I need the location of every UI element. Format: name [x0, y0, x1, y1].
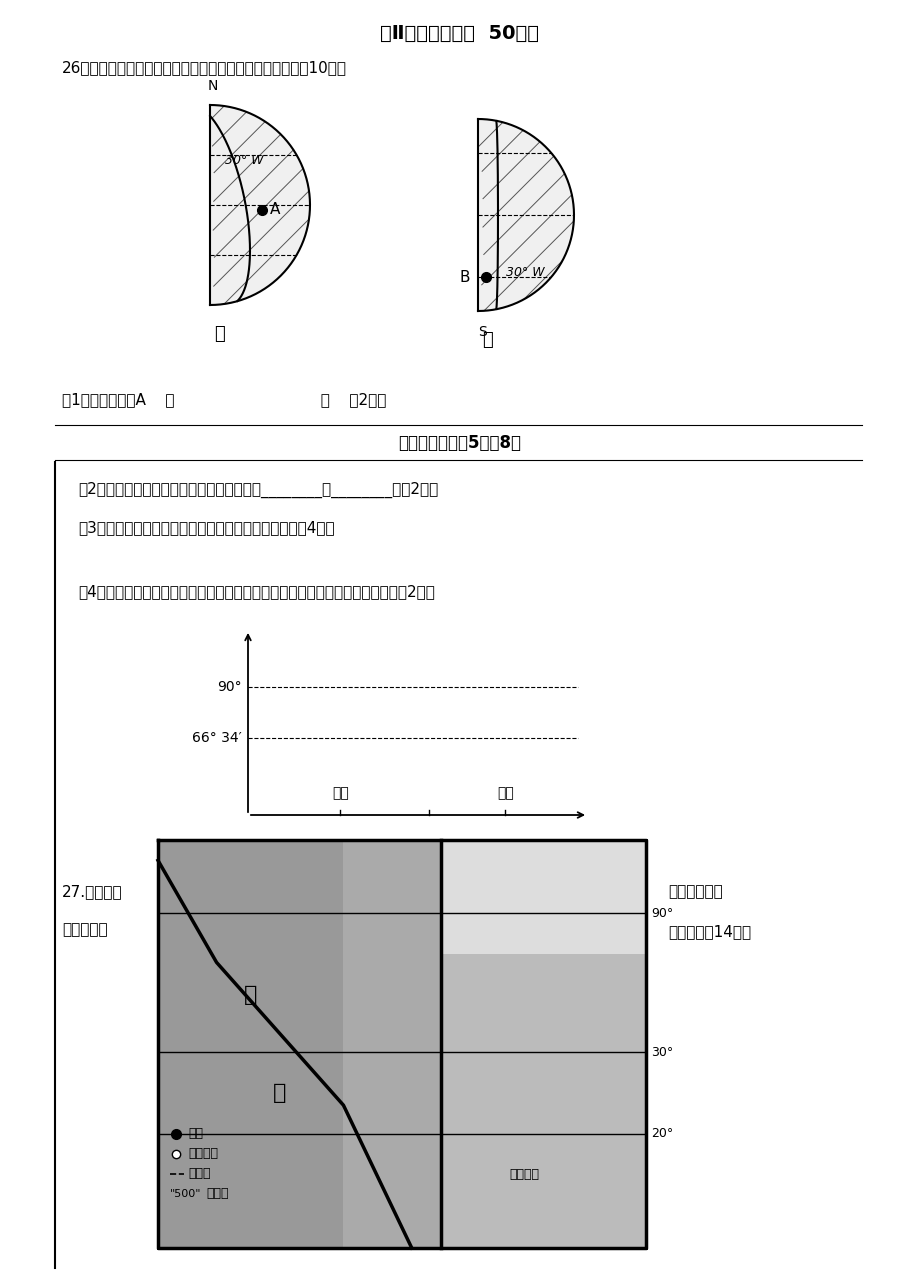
- Bar: [440, 840, 645, 1249]
- Text: 乙日: 乙日: [496, 786, 513, 800]
- Text: 太: 太: [244, 985, 257, 1005]
- Bar: [248, 640, 577, 815]
- Text: 等高线: 等高线: [206, 1187, 228, 1200]
- Text: 27.下图为某: 27.下图为某: [62, 884, 122, 899]
- Text: 答问题。（14分）: 答问题。（14分）: [667, 925, 750, 939]
- Text: "500": "500": [170, 1189, 201, 1199]
- Text: （2）甲、乙两图所示时刻的北京时间分别是________，________。（2分）: （2）甲、乙两图所示时刻的北京时间分别是________，________。（2…: [78, 482, 437, 498]
- Text: 国界线: 国界线: [187, 1167, 210, 1180]
- Text: 66° 34′: 66° 34′: [192, 731, 242, 745]
- Text: 危地马拉: 危地马拉: [508, 1168, 539, 1181]
- Text: 30° W: 30° W: [225, 153, 264, 167]
- Text: N: N: [208, 79, 218, 93]
- Text: 甲: 甲: [214, 325, 225, 343]
- Bar: [440, 840, 645, 954]
- Text: （4）请在下面的坐标图中画出从甲日期到乙日期赤道上正午太阳高度的变化。（2分）: （4）请在下面的坐标图中画出从甲日期到乙日期赤道上正午太阳高度的变化。（2分）: [78, 585, 435, 600]
- Text: 首都: 首都: [187, 1127, 203, 1140]
- Text: 图，读图回: 图，读图回: [62, 922, 108, 938]
- Polygon shape: [478, 118, 573, 311]
- Text: 30° W: 30° W: [505, 266, 544, 279]
- Text: 国等高线地形: 国等高线地形: [667, 884, 722, 899]
- Text: 90°: 90°: [651, 907, 673, 920]
- Text: （1）一架飞机从A    甲                              乙    （2分）: （1）一架飞机从A 甲 乙 （2分）: [62, 392, 386, 408]
- Text: S: S: [478, 325, 487, 339]
- Bar: [158, 840, 343, 1249]
- Text: 90°: 90°: [217, 680, 242, 694]
- Text: A: A: [269, 203, 280, 218]
- Text: 平: 平: [273, 1083, 287, 1103]
- Text: 主要城市: 主要城市: [187, 1148, 218, 1161]
- Bar: [158, 840, 645, 1249]
- Text: 甲日: 甲日: [332, 786, 348, 800]
- Text: 第Ⅱ卷（非选择题  50分）: 第Ⅱ卷（非选择题 50分）: [380, 23, 539, 42]
- Text: 乙: 乙: [482, 331, 493, 349]
- Text: 20°: 20°: [651, 1127, 673, 1140]
- Text: 高三地理试题第5页共8页: 高三地理试题第5页共8页: [398, 434, 521, 452]
- Text: （3）简述甲图所示日期北半球昼夜长短的分布特征。（4分）: （3）简述甲图所示日期北半球昼夜长短的分布特征。（4分）: [78, 521, 335, 535]
- Text: 30°: 30°: [651, 1046, 673, 1059]
- Text: 26．下图为某两日的夜半球示意图，读图完成下列问题。（10分）: 26．下图为某两日的夜半球示意图，读图完成下列问题。（10分）: [62, 60, 346, 75]
- Text: B: B: [459, 270, 470, 284]
- Polygon shape: [210, 104, 310, 304]
